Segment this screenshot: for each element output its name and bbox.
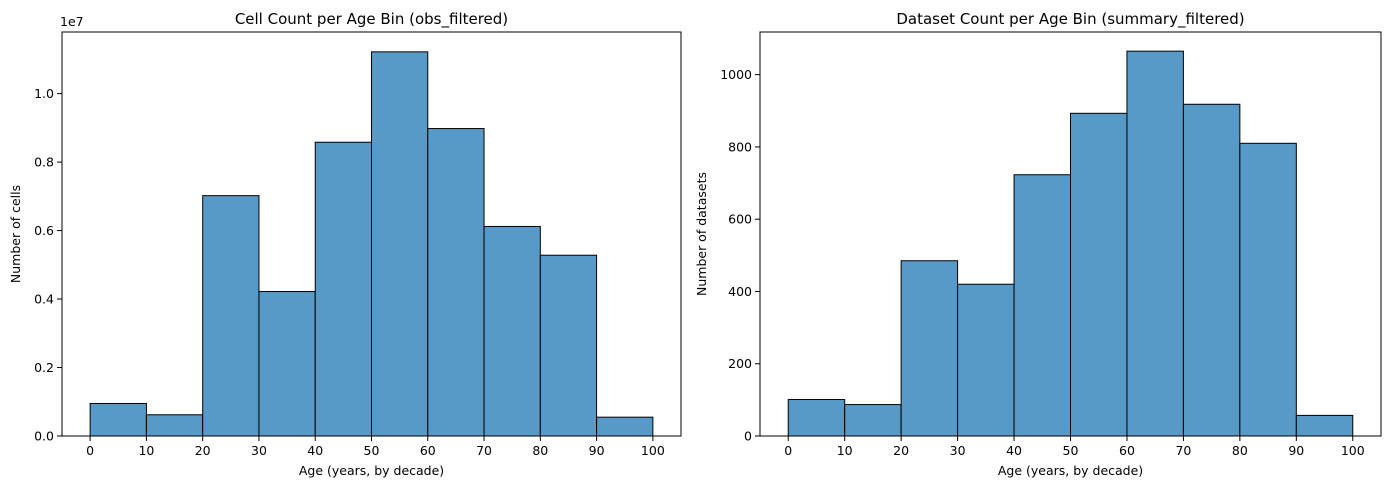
- y-ticks: 0 200 400 600 800 1000: [720, 67, 760, 444]
- histogram-bar: [539, 254, 598, 437]
- x-tick-label: 80: [1232, 443, 1248, 458]
- x-tick-label: 90: [1288, 443, 1304, 458]
- x-tick-label: 60: [1119, 443, 1135, 458]
- x-tick-label: 20: [195, 443, 211, 458]
- histogram-bar: [787, 399, 846, 437]
- y-axis-label: Number of cells: [8, 185, 23, 283]
- x-axis-label: Age (years, by decade): [299, 463, 444, 478]
- histogram-bar: [145, 414, 204, 437]
- histogram-bar: [900, 260, 959, 437]
- y-tick-label: 400: [728, 284, 752, 299]
- y-ticks: 0.0 0.2 0.4 0.6 0.8 1.0: [34, 86, 62, 444]
- y-tick-label: 0.4: [34, 292, 54, 307]
- x-ticks: 0 10 20 30 40 50 60 70 80 90 100: [86, 436, 665, 458]
- x-tick-label: 0: [86, 443, 94, 458]
- x-ticks: 0 10 20 30 40 50 60 70 80 90 100: [784, 436, 1365, 458]
- x-tick-label: 100: [1341, 443, 1365, 458]
- y-tick-label: 1000: [720, 67, 752, 82]
- bars-group: [89, 51, 654, 437]
- histogram-bar: [483, 225, 541, 437]
- x-tick-label: 40: [307, 443, 323, 458]
- y-tick-label: 200: [728, 356, 752, 371]
- x-tick-label: 100: [641, 443, 665, 458]
- x-tick-label: 10: [837, 443, 853, 458]
- histogram-bar: [1070, 112, 1128, 437]
- x-tick-label: 70: [476, 443, 492, 458]
- histogram-bar: [957, 283, 1015, 437]
- chart-title: Dataset Count per Age Bin (summary_filte…: [896, 10, 1244, 29]
- y-tick-label: 1.0: [34, 86, 54, 101]
- x-tick-label: 50: [364, 443, 380, 458]
- y-tick-label: 0.8: [34, 155, 54, 170]
- histogram-bar: [1126, 50, 1184, 437]
- histogram-bar: [1013, 174, 1072, 437]
- x-tick-label: 60: [420, 443, 436, 458]
- x-tick-label: 20: [893, 443, 909, 458]
- dataset-count-chart: 0 10 20 30 40 50 60 70 80 90 100 0 200 400 600 800 1000…: [694, 10, 1382, 478]
- histogram-bar: [258, 291, 316, 437]
- cell-count-chart: 0 10 20 30 40 50 60 70 80 90 100 0.0 0.2 0.4 0.6 0.8 1.…: [8, 10, 682, 478]
- x-tick-label: 30: [251, 443, 267, 458]
- x-tick-label: 80: [532, 443, 548, 458]
- y-tick-label: 600: [728, 212, 752, 227]
- histogram-bar: [1295, 414, 1354, 437]
- x-tick-label: 70: [1175, 443, 1191, 458]
- x-tick-label: 40: [1006, 443, 1022, 458]
- histogram-bar: [844, 404, 902, 437]
- y-tick-label: 800: [728, 139, 752, 154]
- chart-title: Cell Count per Age Bin (obs_filtered): [235, 10, 508, 29]
- y-tick-label: 0.6: [34, 223, 54, 238]
- histogram-bar: [596, 416, 654, 437]
- histogram-bar: [371, 51, 429, 437]
- x-tick-label: 50: [1063, 443, 1079, 458]
- y-tick-label: 0.0: [34, 429, 54, 444]
- histogram-bar: [314, 141, 372, 437]
- y-scale-exponent: 1e7: [60, 14, 84, 29]
- x-tick-label: 30: [950, 443, 966, 458]
- y-tick-label: 0: [744, 429, 752, 444]
- histogram-bar: [89, 402, 147, 437]
- histogram-bar: [202, 195, 260, 437]
- x-tick-label: 90: [589, 443, 605, 458]
- histogram-bar: [1239, 142, 1297, 437]
- histogram-bar: [1182, 103, 1241, 437]
- x-tick-label: 10: [138, 443, 154, 458]
- y-tick-label: 0.2: [34, 360, 54, 375]
- x-tick-label: 0: [784, 443, 792, 458]
- histogram-bar: [427, 128, 485, 437]
- bars-group: [787, 50, 1354, 437]
- x-axis-label: Age (years, by decade): [998, 463, 1143, 478]
- y-axis-label: Number of datasets: [694, 172, 709, 296]
